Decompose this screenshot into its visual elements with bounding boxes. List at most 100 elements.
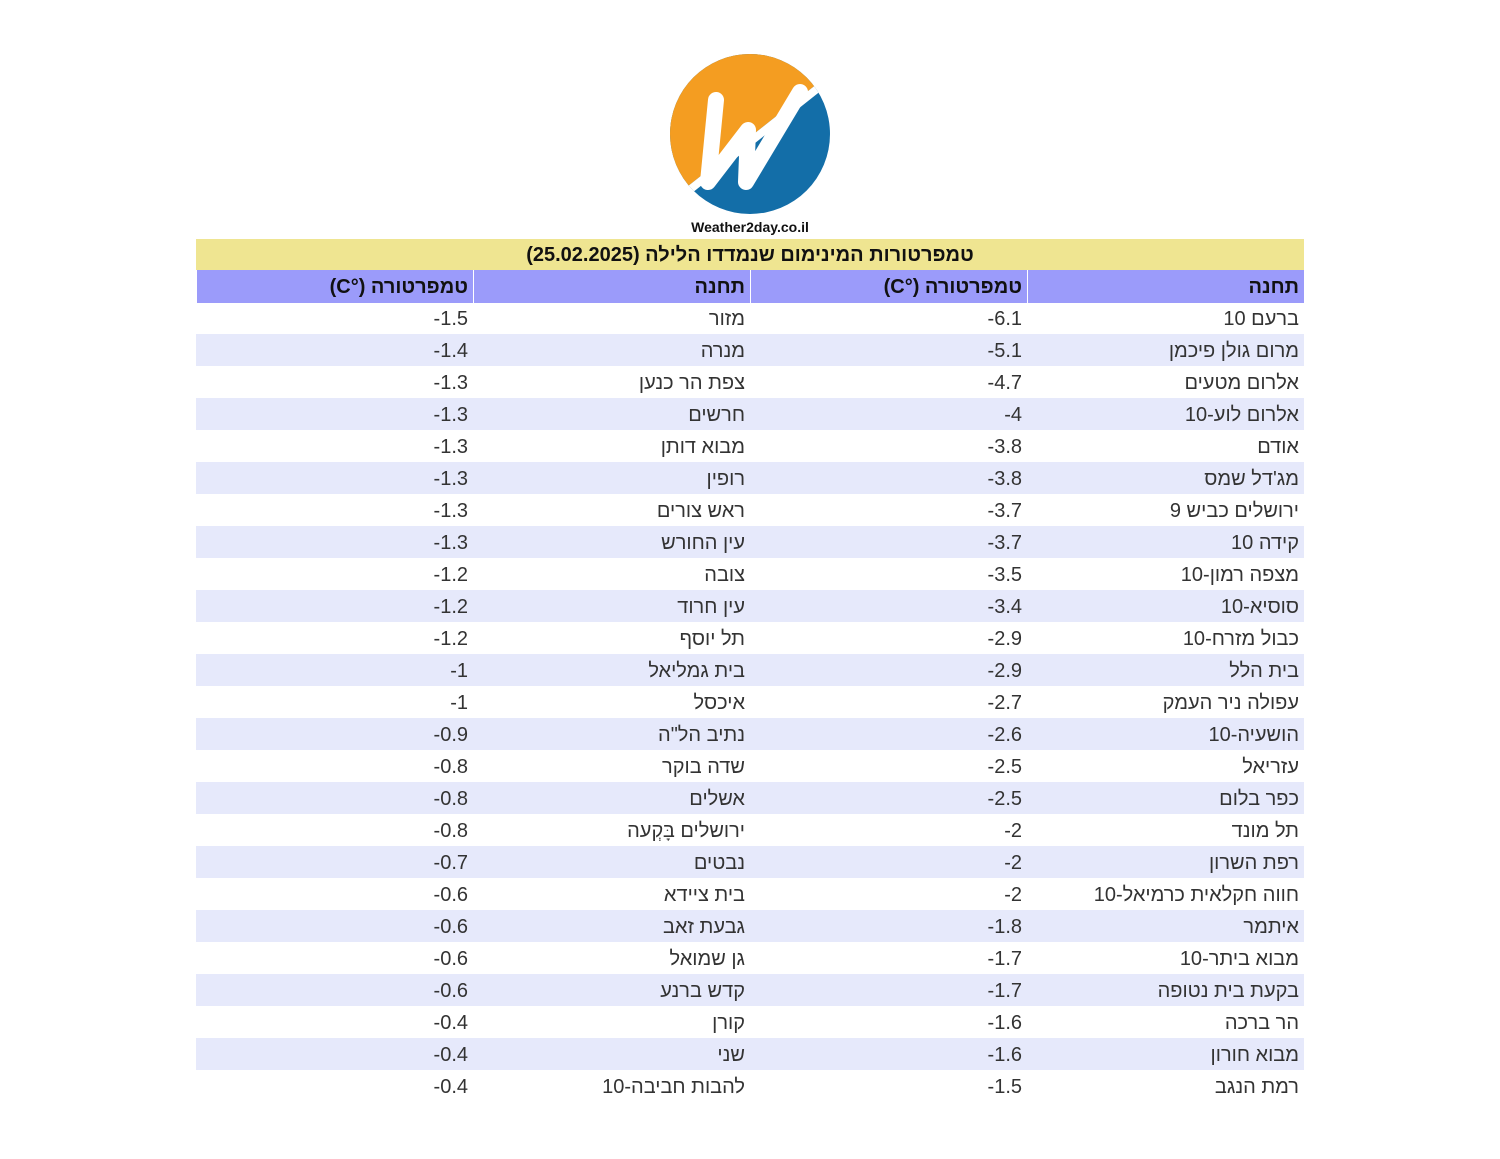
cell: -2 — [750, 814, 1027, 846]
cell-temp-2: -0.9 — [433, 724, 468, 746]
cell: -6.1 — [750, 302, 1027, 334]
cell: -1.8 — [750, 910, 1027, 942]
cell: -2 — [750, 878, 1027, 910]
header-station-2: תחנה — [473, 270, 750, 303]
table-row: ברעם 10 -6.1 מזור -1.5 — [196, 302, 1304, 334]
cell-temp-1: -2 — [1004, 820, 1022, 842]
table-row: קידה 10 -3.7 עין החורש -1.3 — [196, 526, 1304, 558]
cell-temp-2: -1.3 — [433, 500, 468, 522]
cell-station-2: חרשים — [688, 404, 745, 426]
cell-station-1: מבוא ביתר-10 — [1179, 948, 1299, 970]
cell-station-1: עפולה ניר העמק — [1162, 692, 1299, 714]
cell-temp-2: -0.6 — [433, 916, 468, 938]
cell: ירושלים בָּקְעה — [473, 814, 750, 846]
table-row: בית הלל -2.9 בית גמליאל -1 — [196, 654, 1304, 686]
cell-station-2: אשלים — [689, 788, 745, 810]
cell-station-1: מצפה רמון-10 — [1180, 564, 1299, 586]
cell: חווה חקלאית כרמיאל-10 — [1027, 878, 1304, 910]
cell-station-2: שני — [717, 1044, 745, 1066]
cell: -1.7 — [750, 942, 1027, 974]
cell: -2.6 — [750, 718, 1027, 750]
cell: בית ציידא — [473, 878, 750, 910]
cell: -2.5 — [750, 750, 1027, 782]
cell-station-1: עזריאל — [1242, 756, 1299, 778]
cell-temp-2: -0.8 — [433, 756, 468, 778]
cell-temp-1: -2.9 — [987, 628, 1022, 650]
cell: בקעת בית נטופה — [1027, 974, 1304, 1006]
cell-station-1: סוסיא-10 — [1220, 596, 1299, 618]
table-row: תל מונד -2 ירושלים בָּקְעה -0.8 — [196, 814, 1304, 846]
cell: -0.4 — [196, 1070, 473, 1102]
cell: מג'דל שמס — [1027, 462, 1304, 494]
cell: צובה — [473, 558, 750, 590]
cell: -1.3 — [196, 366, 473, 398]
cell-temp-2: -0.4 — [433, 1044, 468, 1066]
cell: -0.6 — [196, 910, 473, 942]
cell: קידה 10 — [1027, 526, 1304, 558]
cell-station-2: עין חרוד — [677, 596, 745, 618]
cell: איתמר — [1027, 910, 1304, 942]
table-row: מרום גולן פיכמן -5.1 מנרה -1.4 — [196, 334, 1304, 366]
cell: ירושלים כביש 9 — [1027, 494, 1304, 526]
cell-temp-1: -3.7 — [987, 532, 1022, 554]
cell-station-1: רמת הנגב — [1214, 1076, 1299, 1098]
cell-station-1: אודם — [1257, 436, 1299, 458]
cell-temp-1: -1.6 — [987, 1044, 1022, 1066]
cell-station-2: ראש צורים — [656, 500, 745, 522]
cell-station-1: מבוא חורון — [1210, 1044, 1299, 1066]
cell: -3.8 — [750, 462, 1027, 494]
table-row: עזריאל -2.5 שדה בוקר -0.8 — [196, 750, 1304, 782]
cell: חרשים — [473, 398, 750, 430]
cell: רמת הנגב — [1027, 1070, 1304, 1102]
cell: -0.6 — [196, 974, 473, 1006]
cell-temp-1: -5.1 — [987, 340, 1022, 362]
cell: -0.8 — [196, 814, 473, 846]
cell-station-1: כפר בלום — [1219, 788, 1299, 810]
cell-temp-2: -1.3 — [433, 436, 468, 458]
cell-station-2: גבעת זאב — [662, 916, 745, 938]
cell: -0.9 — [196, 718, 473, 750]
cell-station-2: צובה — [704, 564, 745, 586]
cell: -2.9 — [750, 622, 1027, 654]
cell: נתיב הל"ה — [473, 718, 750, 750]
table-row: אודם -3.8 מבוא דותן -1.3 — [196, 430, 1304, 462]
cell: גבעת זאב — [473, 910, 750, 942]
cell-station-2: קורן — [712, 1012, 745, 1034]
cell: -4 — [750, 398, 1027, 430]
cell: -1.7 — [750, 974, 1027, 1006]
cell-temp-2: -1.2 — [433, 596, 468, 618]
table-row: בקעת בית נטופה -1.7 קדש ברנע -0.6 — [196, 974, 1304, 1006]
cell-station-2: גן שמואל — [669, 948, 746, 970]
table-title: טמפרטורות המינימום שנמדדו הלילה (25.02.2… — [196, 239, 1304, 270]
cell-station-2: בית גמליאל — [648, 660, 745, 682]
cell-temp-2: -1.3 — [433, 372, 468, 394]
cell: -3.7 — [750, 526, 1027, 558]
cell-temp-1: -1.8 — [987, 916, 1022, 938]
table-row: מבוא ביתר-10 -1.7 גן שמואל -0.6 — [196, 942, 1304, 974]
table-row: אלרום מטעים -4.7 צפת הר כנען -1.3 — [196, 366, 1304, 398]
cell: -3.7 — [750, 494, 1027, 526]
cell: -0.6 — [196, 878, 473, 910]
cell-temp-1: -4.7 — [987, 372, 1022, 394]
table-row: הר ברכה -1.6 קורן -0.4 — [196, 1006, 1304, 1038]
cell-station-1: בית הלל — [1229, 660, 1299, 682]
table-row: מג'דל שמס -3.8 רופין -1.3 — [196, 462, 1304, 494]
weather2day-logo — [670, 54, 830, 214]
cell: -1.2 — [196, 590, 473, 622]
header-row: תחנה טמפרטורה (°C) תחנה טמפרטורה (°C) — [196, 270, 1304, 303]
cell-station-2: מבוא דותן — [660, 436, 745, 458]
cell: מצפה רמון-10 — [1027, 558, 1304, 590]
cell-station-1: רפת השרון — [1208, 852, 1299, 874]
cell-temp-1: -3.5 — [987, 564, 1022, 586]
cell-station-1: מרום גולן פיכמן — [1168, 340, 1299, 362]
cell: -1.2 — [196, 558, 473, 590]
cell-temp-1: -1.5 — [987, 1076, 1022, 1098]
cell-station-2: מזור — [708, 308, 745, 330]
cell-temp-2: -1.3 — [433, 404, 468, 426]
site-name: Weather2day.co.il — [691, 219, 809, 235]
cell-station-2: צפת הר כנען — [638, 372, 745, 394]
cell-temp-2: -1.5 — [433, 308, 468, 330]
table-row: רמת הנגב -1.5 להבות חביבה-10 -0.4 — [196, 1070, 1304, 1102]
cell: אלרום מטעים — [1027, 366, 1304, 398]
cell-temp-1: -2.9 — [987, 660, 1022, 682]
